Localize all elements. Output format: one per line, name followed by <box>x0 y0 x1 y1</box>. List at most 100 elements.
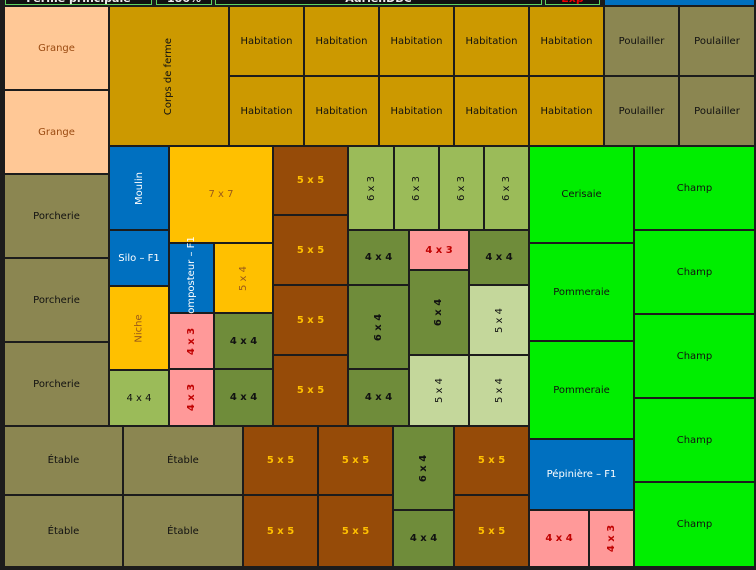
plot-cell[interactable]: 5 x 5 <box>274 286 347 354</box>
plot-label: 4 x 4 <box>545 533 573 544</box>
plot-cell[interactable]: 7 x 7 <box>170 147 272 242</box>
plot-cell[interactable]: Silo – F1 <box>110 231 168 285</box>
plot-cell[interactable]: Poulailler <box>680 7 754 75</box>
plot-cell[interactable]: Grange <box>5 91 108 173</box>
plot-cell[interactable]: Poulailler <box>605 7 678 75</box>
plot-label: Pommeraie <box>553 384 610 396</box>
plot-label: 5 x 4 <box>433 378 445 403</box>
plot-cell[interactable]: Habitation <box>230 77 303 145</box>
plot-cell[interactable]: 5 x 5 <box>455 427 528 494</box>
plot-cell[interactable]: 5 x 4 <box>470 356 528 425</box>
plot-cell[interactable]: 5 x 5 <box>244 496 317 566</box>
plot-cell[interactable]: 4 x 3 <box>170 314 213 368</box>
plot-cell[interactable]: 6 x 3 <box>349 147 393 229</box>
plot-label: 6 x 3 <box>501 175 512 201</box>
plot-label: Grange <box>38 42 75 54</box>
plot-cell[interactable]: 4 x 4 <box>215 314 272 368</box>
plot-cell[interactable]: Habitation <box>530 7 603 75</box>
plot-cell[interactable]: 4 x 4 <box>215 370 272 425</box>
header-tab[interactable]: AdrienDBC <box>215 0 542 5</box>
plot-cell[interactable]: Champ <box>635 483 754 566</box>
plot-cell[interactable]: Habitation <box>305 77 378 145</box>
plot-cell[interactable]: 5 x 4 <box>470 286 528 354</box>
plot-label: 5 x 5 <box>296 385 325 396</box>
header-tab[interactable]: Exp <box>545 0 600 5</box>
plot-cell[interactable]: 5 x 4 <box>215 244 272 312</box>
plot-cell[interactable]: Étable <box>124 496 242 566</box>
plot-label: 6 x 4 <box>433 298 445 327</box>
plot-cell[interactable]: Moulin <box>110 147 168 229</box>
plot-cell[interactable]: Composteur – F1 <box>170 236 213 320</box>
plot-cell[interactable]: 4 x 4 <box>530 511 588 566</box>
plot-cell[interactable]: Pépinière – F1 <box>530 440 633 509</box>
plot-cell[interactable]: 4 x 4 <box>470 231 528 284</box>
plot-cell[interactable]: Poulailler <box>680 77 754 145</box>
plot-label: 5 x 5 <box>296 314 325 326</box>
plot-cell[interactable]: 4 x 4 <box>349 370 408 425</box>
plot-label: 5 x 5 <box>477 455 506 466</box>
plot-cell[interactable]: Habitation <box>380 7 453 75</box>
plot-label: 6 x 4 <box>373 313 384 341</box>
plot-label: Poulailler <box>618 35 665 47</box>
plot-cell[interactable]: Poulailler <box>605 77 678 145</box>
plot-cell[interactable]: Pommeraie <box>530 244 633 340</box>
plot-cell[interactable]: Corps de ferme <box>110 7 228 145</box>
plot-cell[interactable]: 6 x 3 <box>440 147 483 229</box>
plot-cell[interactable]: 5 x 5 <box>274 147 347 214</box>
plot-cell[interactable]: Habitation <box>380 77 453 145</box>
plot-cell[interactable]: 5 x 5 <box>455 496 528 566</box>
plot-cell[interactable]: Champ <box>635 231 754 313</box>
plot-cell[interactable]: 5 x 5 <box>244 427 317 494</box>
plot-cell[interactable]: Champ <box>635 147 754 229</box>
plot-cell[interactable]: Porcherie <box>5 259 108 341</box>
plot-cell[interactable]: 4 x 3 <box>410 231 468 269</box>
plot-cell[interactable]: Champ <box>635 315 754 397</box>
plot-cell[interactable]: Habitation <box>455 7 528 75</box>
plot-cell[interactable]: 4 x 4 <box>394 511 453 566</box>
plot-cell[interactable]: Porcherie <box>5 175 108 257</box>
plot-cell[interactable]: Étable <box>5 496 122 566</box>
header-tab[interactable]: Ferme principale <box>5 0 152 5</box>
plot-cell[interactable]: 4 x 3 <box>170 370 213 425</box>
plot-cell[interactable]: Niche <box>110 287 168 369</box>
header-tab[interactable]: 186% <box>156 0 212 5</box>
plot-label: 4 x 3 <box>606 524 617 553</box>
plot-cell[interactable]: Étable <box>5 427 122 494</box>
plot-cell[interactable]: 6 x 4 <box>394 427 453 509</box>
plot-cell[interactable]: Habitation <box>455 77 528 145</box>
plot-label: Étable <box>47 455 80 466</box>
plot-cell[interactable]: 4 x 4 <box>349 231 408 284</box>
plot-cell[interactable]: 5 x 4 <box>410 356 468 425</box>
plot-cell[interactable]: Pommeraie <box>530 342 633 438</box>
plot-cell[interactable]: Étable <box>124 427 242 494</box>
plot-cell[interactable]: Habitation <box>230 7 303 75</box>
plot-label: 5 x 4 <box>493 378 505 403</box>
plot-label: Habitation <box>390 105 443 117</box>
plot-label: 5 x 5 <box>296 175 325 186</box>
plot-cell[interactable]: 5 x 5 <box>319 427 392 494</box>
plot-label: Habitation <box>540 35 593 47</box>
plot-cell[interactable]: Porcherie <box>5 343 108 425</box>
plot-cell[interactable]: Habitation <box>530 77 603 145</box>
plot-cell[interactable]: 4 x 4 <box>110 371 168 425</box>
plot-cell[interactable]: 6 x 4 <box>349 286 408 368</box>
plot-cell[interactable]: 6 x 4 <box>410 271 468 354</box>
plot-label: Grange <box>38 126 75 138</box>
header-tab[interactable] <box>605 0 754 5</box>
plot-cell[interactable]: 6 x 3 <box>485 147 528 229</box>
plot-cell[interactable]: 5 x 5 <box>274 356 347 425</box>
plot-cell[interactable]: 4 x 3 <box>590 511 633 566</box>
plot-cell[interactable]: Habitation <box>305 7 378 75</box>
plot-cell[interactable]: 5 x 5 <box>274 216 347 284</box>
plot-label: Champ <box>676 350 713 362</box>
plot-cell[interactable]: 5 x 5 <box>319 496 392 566</box>
plot-label: 5 x 5 <box>341 525 370 537</box>
plot-label: Habitation <box>465 105 518 117</box>
plot-label: 4 x 3 <box>425 244 453 256</box>
plot-cell[interactable]: 6 x 3 <box>395 147 438 229</box>
plot-cell[interactable]: Grange <box>5 7 108 89</box>
plot-cell[interactable]: Champ <box>635 399 754 481</box>
plot-cell[interactable]: Cerisaie <box>530 147 633 242</box>
plot-label: 4 x 4 <box>229 392 258 403</box>
